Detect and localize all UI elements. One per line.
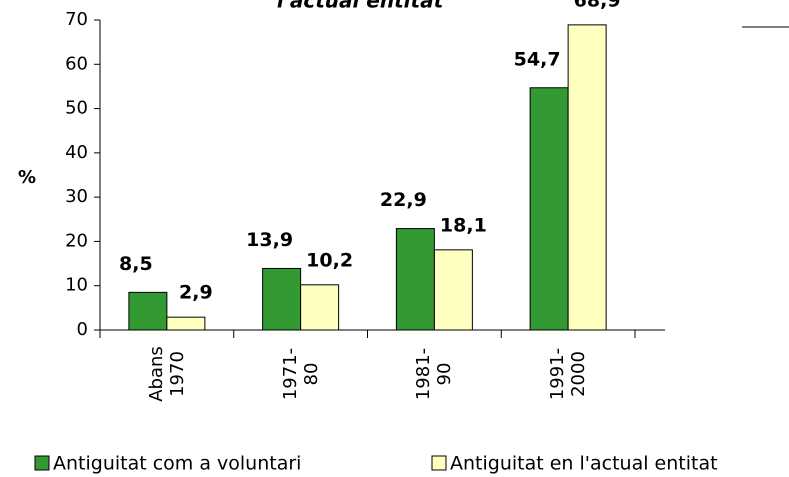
bar: [433, 249, 473, 331]
y-tick-label: 50: [65, 98, 88, 119]
bar: [529, 87, 569, 331]
y-tick-label: 60: [65, 53, 88, 74]
value-label: 18,1: [440, 214, 487, 236]
legend-label: Antiguitat en l'actual entitat: [450, 453, 718, 475]
legend-label: Antiguitat com a voluntari: [53, 453, 301, 475]
bar: [567, 24, 607, 331]
value-label: 10,2: [306, 249, 353, 271]
value-label: 54,7: [514, 48, 561, 70]
x-tick-label: 1981-90: [413, 347, 456, 401]
x-tick-label: Abans 1970: [145, 346, 188, 402]
y-tick-label: 0: [77, 319, 88, 340]
y-tick-label: 70: [65, 9, 88, 30]
bar: [262, 267, 302, 331]
x-tick-label: 1971-80: [279, 347, 322, 401]
value-label: 2,9: [179, 282, 213, 304]
chart-title: l'actual entitat: [277, 0, 445, 13]
bar: [300, 284, 340, 331]
x-tick-label: 1991-2000: [547, 347, 590, 401]
legend-swatch: [431, 455, 447, 471]
bar: [395, 228, 435, 331]
bar: [166, 316, 206, 331]
y-tick-label: 10: [65, 275, 88, 296]
value-label: 68,9: [574, 0, 621, 11]
bar: [128, 291, 168, 331]
legend-swatch: [34, 455, 50, 471]
y-tick-label: 40: [65, 142, 88, 163]
value-label: 13,9: [246, 229, 293, 251]
y-tick-label: 20: [65, 230, 88, 251]
y-tick-label: 30: [65, 186, 88, 207]
y-axis-label: %: [18, 167, 36, 188]
value-label: 8,5: [119, 253, 153, 275]
value-label: 22,9: [380, 189, 427, 211]
